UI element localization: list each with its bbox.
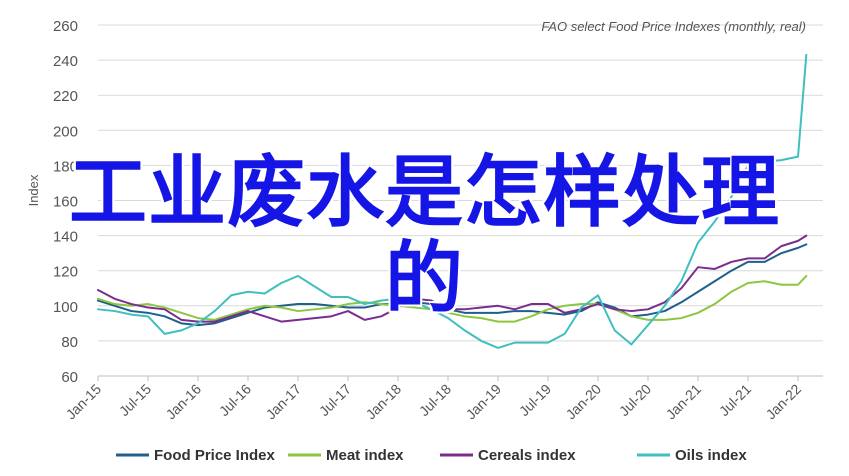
- series-line-4: [97, 53, 808, 349]
- x-tick-label: Jan-17: [263, 381, 305, 423]
- x-tick-label: Jan-21: [663, 381, 705, 423]
- legend-label: Cereals index: [478, 447, 576, 464]
- x-tick-label: Jul-21: [716, 381, 754, 419]
- chart-title: FAO select Food Price Indexes (monthly, …: [541, 19, 806, 34]
- y-tick-label: 180: [53, 158, 78, 175]
- legend-label: Oils index: [675, 447, 747, 464]
- overlay-line-1: 工业废水是怎样处理: [68, 148, 780, 238]
- legend-label: Food Price Index: [154, 447, 276, 464]
- y-tick-label: 160: [53, 194, 78, 211]
- x-tick-label: Jan-15: [63, 381, 105, 423]
- x-tick-label: Jan-20: [563, 381, 605, 423]
- overlay-heading: 工业废水是怎样处理 的: [0, 150, 849, 322]
- x-tick-label: Jul-19: [516, 381, 554, 419]
- x-tick-label: Jan-18: [363, 381, 405, 423]
- y-tick-label: 200: [53, 123, 78, 140]
- series-line-3: [97, 234, 808, 323]
- x-tick-label: Jul-16: [216, 381, 254, 419]
- y-tick-label: 60: [61, 369, 78, 386]
- x-tick-label: Jul-15: [116, 381, 154, 419]
- overlay-line-2: 的: [384, 234, 464, 324]
- y-tick-label: 260: [53, 18, 78, 35]
- legend: Food Price Index Meat index Cereals index O…: [116, 447, 747, 464]
- x-tick-label: Jul-17: [316, 381, 354, 419]
- x-tick-label: Jan-22: [763, 381, 805, 423]
- x-tick-label: Jul-20: [616, 381, 654, 419]
- y-tick-label: 100: [53, 299, 78, 316]
- series-lines: [97, 53, 808, 349]
- y-tick-label: 80: [61, 334, 78, 351]
- legend-label: Meat index: [326, 447, 404, 464]
- y-tick-label: 240: [53, 53, 78, 70]
- y-axis-label: Index: [26, 174, 41, 206]
- series-line-2: [97, 274, 808, 323]
- x-tick-label: Jan-19: [463, 381, 505, 423]
- y-axis-ticks: 60 80 100 120 140 160 180 200 220 240 260: [53, 18, 78, 386]
- series-line-1: [97, 243, 808, 327]
- x-tick-label: Jan-16: [163, 381, 205, 423]
- y-tick-label: 120: [53, 264, 78, 281]
- x-axis-ticks: Jan-15 Jul-15 Jan-16 Jul-16 Jan-17 Jul-17 Jan-…: [63, 376, 805, 423]
- y-tick-label: 140: [53, 229, 78, 246]
- y-tick-label: 220: [53, 88, 78, 105]
- x-tick-label: Jul-18: [416, 381, 454, 419]
